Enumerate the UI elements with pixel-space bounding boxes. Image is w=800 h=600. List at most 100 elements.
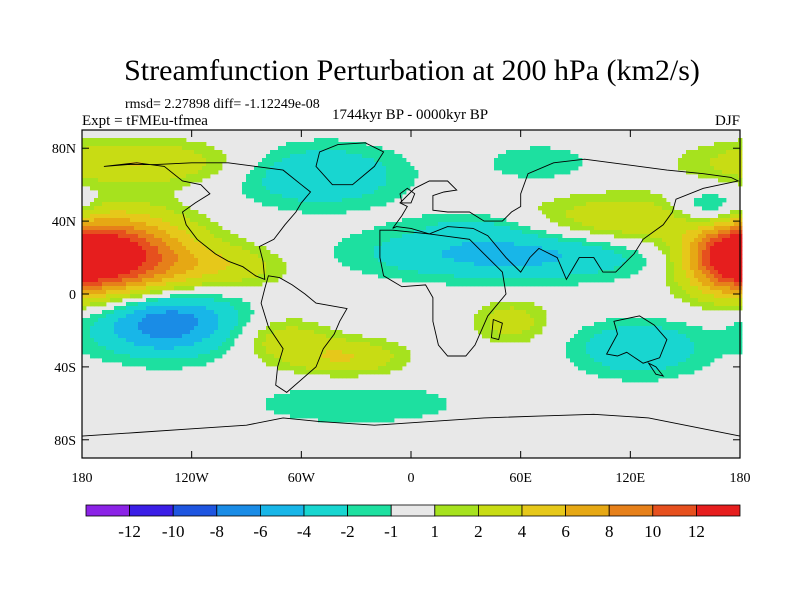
field-cell <box>486 322 491 327</box>
field-cell <box>690 230 695 235</box>
field-cell <box>682 270 687 275</box>
field-cell <box>162 238 167 243</box>
field-cell <box>234 234 239 239</box>
field-cell <box>98 342 103 347</box>
field-cell <box>190 306 195 311</box>
field-cell <box>554 206 559 211</box>
field-cell <box>438 246 443 251</box>
field-cell <box>306 174 311 179</box>
field-cell <box>114 186 119 191</box>
field-cell <box>494 242 499 247</box>
field-cell <box>110 154 115 159</box>
field-cell <box>378 154 383 159</box>
field-cell <box>594 334 599 339</box>
field-cell <box>150 174 155 179</box>
field-cell <box>718 270 723 275</box>
field-cell <box>294 202 299 207</box>
field-cell <box>114 306 119 311</box>
field-cell <box>366 270 371 275</box>
field-cell <box>270 270 275 275</box>
field-cell <box>678 266 683 271</box>
field-cell <box>102 338 107 343</box>
field-cell <box>218 314 223 319</box>
field-cell <box>306 338 311 343</box>
field-cell <box>186 166 191 171</box>
field-cell <box>362 194 367 199</box>
field-cell <box>86 262 91 267</box>
field-cell <box>262 190 267 195</box>
field-cell <box>186 210 191 215</box>
field-cell <box>130 266 135 271</box>
field-cell <box>658 234 663 239</box>
field-cell <box>726 298 731 303</box>
field-cell <box>230 326 235 331</box>
field-cell <box>490 262 495 267</box>
field-cell <box>82 278 87 283</box>
field-cell <box>98 218 103 223</box>
field-cell <box>166 142 171 147</box>
field-cell <box>706 242 711 247</box>
field-cell <box>598 250 603 255</box>
field-cell <box>526 310 531 315</box>
field-cell <box>698 246 703 251</box>
field-cell <box>398 250 403 255</box>
field-cell <box>274 326 279 331</box>
field-cell <box>542 202 547 207</box>
field-cell <box>158 178 163 183</box>
field-cell <box>118 310 123 315</box>
field-cell <box>574 242 579 247</box>
field-cell <box>302 202 307 207</box>
field-cell <box>582 194 587 199</box>
field-cell <box>358 194 363 199</box>
field-cell <box>130 334 135 339</box>
field-cell <box>678 234 683 239</box>
field-cell <box>666 334 671 339</box>
field-cell <box>350 262 355 267</box>
field-cell <box>330 174 335 179</box>
field-cell <box>246 254 251 259</box>
field-cell <box>250 242 255 247</box>
field-cell <box>294 186 299 191</box>
field-cell <box>610 202 615 207</box>
field-cell <box>214 306 219 311</box>
field-cell <box>714 194 719 199</box>
field-cell <box>102 282 107 287</box>
field-cell <box>570 246 575 251</box>
field-cell <box>434 226 439 231</box>
field-cell <box>674 338 679 343</box>
field-cell <box>178 274 183 279</box>
field-cell <box>206 170 211 175</box>
field-cell <box>282 174 287 179</box>
field-cell <box>274 322 279 327</box>
field-cell <box>406 274 411 279</box>
field-cell <box>106 290 111 295</box>
field-cell <box>198 262 203 267</box>
field-cell <box>694 330 699 335</box>
field-cell <box>186 250 191 255</box>
field-cell <box>362 166 367 171</box>
field-cell <box>542 254 547 259</box>
field-cell <box>86 258 91 263</box>
field-cell <box>622 254 627 259</box>
field-cell <box>362 242 367 247</box>
field-cell <box>642 330 647 335</box>
field-cell <box>174 170 179 175</box>
field-cell <box>622 274 627 279</box>
field-cell <box>146 262 151 267</box>
field-cell <box>82 170 87 175</box>
field-cell <box>90 218 95 223</box>
field-cell <box>218 310 223 315</box>
field-cell <box>514 274 519 279</box>
field-cell <box>318 186 323 191</box>
field-cell <box>222 254 227 259</box>
field-cell <box>566 158 571 163</box>
field-cell <box>114 326 119 331</box>
field-cell <box>146 174 151 179</box>
field-cell <box>134 258 139 263</box>
field-cell <box>678 254 683 259</box>
field-cell <box>190 178 195 183</box>
field-cell <box>498 258 503 263</box>
field-cell <box>562 170 567 175</box>
field-cell <box>206 174 211 179</box>
field-cell <box>542 246 547 251</box>
